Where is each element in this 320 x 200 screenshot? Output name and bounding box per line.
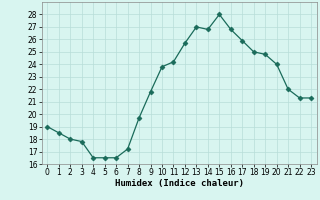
X-axis label: Humidex (Indice chaleur): Humidex (Indice chaleur) — [115, 179, 244, 188]
